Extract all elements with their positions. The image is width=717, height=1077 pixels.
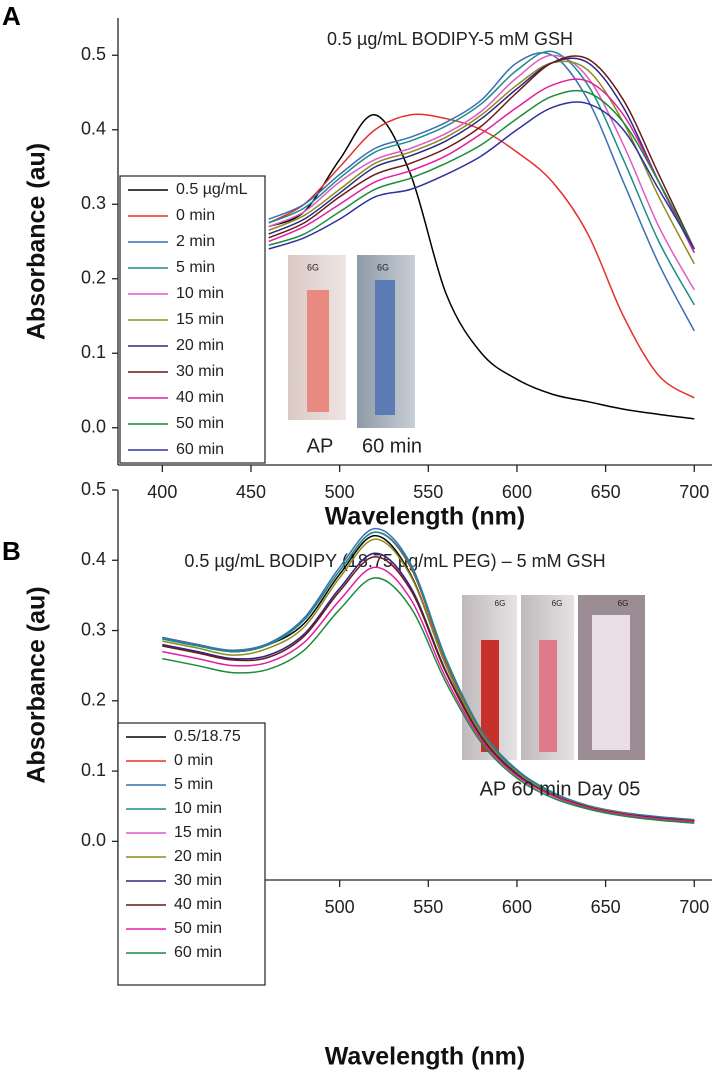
legend-label: 30 min: [176, 363, 224, 380]
x-tick-label: 400: [147, 482, 177, 502]
x-axis-label: Wavelength (nm): [325, 1043, 525, 1071]
legend-label: 15 min: [176, 311, 224, 328]
legend-label: 0 min: [176, 207, 215, 224]
chart-title: 0.5 µg/mL BODIPY-5 mM GSH: [327, 29, 573, 49]
data-line: [162, 566, 695, 823]
legend-label: 0 min: [174, 752, 213, 769]
chart: A 0.5 µg/mL BODIPY-5 mM GSH 0.0 0.1 0.2 0.3 0.…: [2, 1, 712, 531]
panel-label: B: [2, 536, 21, 566]
legend-box: [117, 722, 266, 986]
annotation: 6G: [307, 262, 319, 272]
legend-label: 10 min: [176, 285, 224, 302]
inset-photos: [288, 255, 645, 760]
annotation: 60 min: [362, 435, 422, 457]
x-tick-label: 650: [591, 897, 621, 917]
annotation: 6G: [377, 262, 389, 272]
cuvette-liquid: [481, 640, 499, 752]
legend-label: 60 min: [174, 944, 222, 961]
y-tick-label: 0.5: [81, 479, 106, 499]
legend-label: 15 min: [174, 824, 222, 841]
data-line: [268, 60, 695, 265]
legend-label: 5 min: [174, 776, 213, 793]
data-line: [268, 114, 695, 420]
legend-label: 0.5 µg/mL: [176, 181, 248, 198]
data-line: [162, 577, 695, 824]
chart-title: 0.5 µg/mL BODIPY (18.75 µg/mL PEG) – 5 m…: [184, 551, 605, 571]
x-axis-label: Wavelength (nm): [325, 503, 525, 531]
annotation: 6G: [552, 599, 563, 608]
y-tick-label: 0.5: [81, 44, 106, 64]
y-tick-label: 0.3: [81, 619, 106, 639]
y-tick-label: 0.4: [81, 119, 106, 139]
y-tick-label: 0.0: [81, 417, 106, 437]
y-tick-label: 0.2: [81, 690, 106, 710]
x-tick-label: 550: [413, 897, 443, 917]
data-line: [268, 57, 695, 254]
data-line: [268, 54, 695, 291]
annotation: AP 60 min Day 05: [480, 778, 641, 800]
legend-label: 10 min: [174, 800, 222, 817]
legend-label: 60 min: [176, 441, 224, 458]
x-tick-label: 700: [679, 897, 709, 917]
x-tick-label: 500: [325, 897, 355, 917]
x-tick-label: 700: [679, 482, 709, 502]
y-tick-label: 0.3: [81, 193, 106, 213]
legend-label: 0.5/18.75: [174, 728, 241, 745]
data-line: [268, 78, 695, 254]
annotation: 6G: [618, 599, 629, 608]
y-axis-label: Absorbance (au): [23, 586, 51, 783]
legend-label: 2 min: [176, 233, 215, 250]
y-tick-label: 0.1: [81, 342, 106, 362]
legend-label: 40 min: [174, 896, 222, 913]
x-tick-label: 450: [236, 482, 266, 502]
annotation: 6G: [495, 599, 506, 608]
data-line: [268, 89, 695, 250]
legend-label: 50 min: [176, 415, 224, 432]
legend-label: 50 min: [174, 920, 222, 937]
x-tick-label: 500: [325, 482, 355, 502]
legend-label: 20 min: [176, 337, 224, 354]
chart: B 0.5 µg/mL BODIPY (18.75 µg/mL PEG) – 5 …: [2, 479, 712, 1071]
data-line: [268, 113, 695, 399]
y-axis-label: Absorbance (au): [23, 143, 51, 340]
x-tick-label: 550: [413, 482, 443, 502]
y-tick-label: 0.1: [81, 760, 106, 780]
annotation: AP: [307, 435, 334, 457]
x-tick-label: 650: [591, 482, 621, 502]
y-tick-label: 0.2: [81, 268, 106, 288]
cuvette-liquid: [539, 640, 557, 752]
legend-label: 40 min: [176, 389, 224, 406]
panel-label: A: [2, 1, 21, 31]
x-tick-label: 600: [502, 897, 532, 917]
data-line: [268, 101, 695, 250]
y-tick-label: 0.0: [81, 830, 106, 850]
x-tick-label: 600: [502, 482, 532, 502]
data-line: [268, 55, 695, 250]
data-line: [268, 51, 695, 332]
y-tick-label: 0.4: [81, 549, 106, 569]
legend-label: 30 min: [174, 872, 222, 889]
legend-label: 5 min: [176, 259, 215, 276]
cuvette-liquid: [592, 615, 630, 750]
cuvette-liquid: [375, 280, 395, 415]
legend-label: 20 min: [174, 848, 222, 865]
data-line: [268, 50, 695, 306]
cuvette-liquid: [307, 290, 329, 412]
